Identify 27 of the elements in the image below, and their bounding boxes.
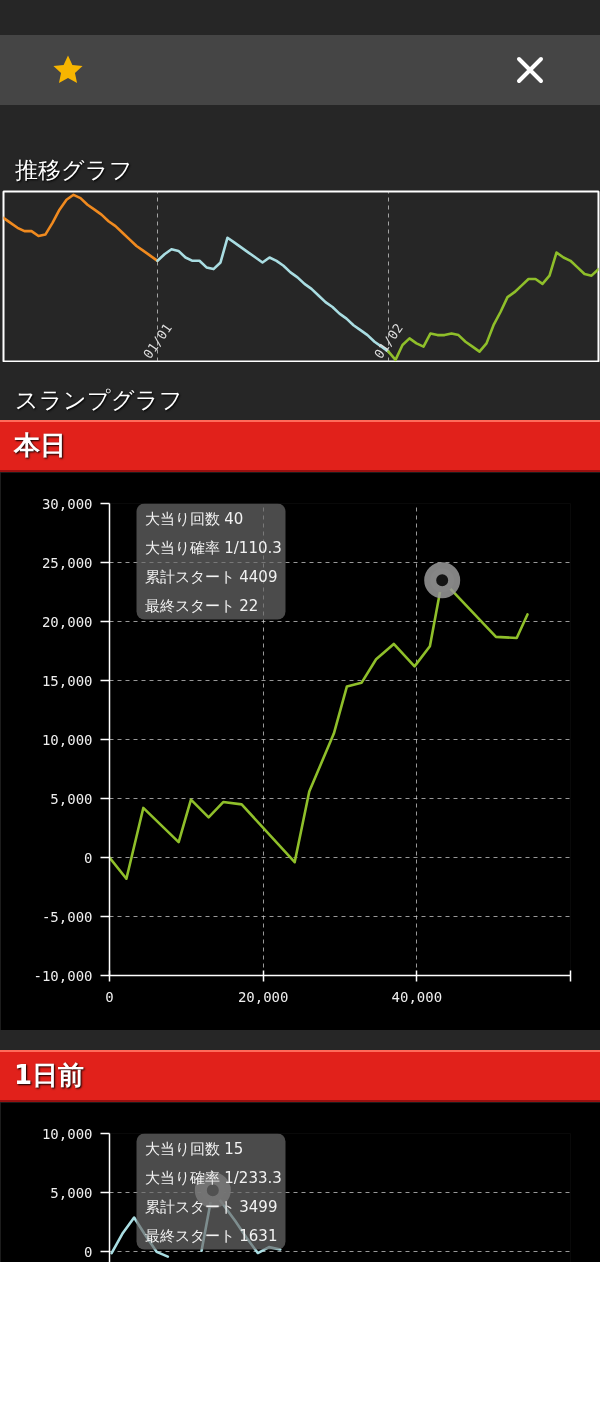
chart-title: スランプグラフ [14,386,184,416]
y-tick-label: 15,000 [41,672,93,689]
y-tick-label: 10,000 [41,731,93,748]
x-tick-label: 40,000 [391,988,443,1005]
annotation: 最終スタート 22 [144,596,259,615]
y-tick-label: -10,000 [33,967,93,984]
y-tick-label: 20,000 [41,613,93,630]
y-tick-label: 5,000 [50,790,93,807]
y-tick-label: -5,000 [41,908,93,925]
chart-title: 推移グラフ [14,156,134,186]
chart-subtitle: 本日 [0,420,600,472]
annotation: 累計スタート 4409 [144,567,278,586]
annotation: 大当り確率 1/233.3 [144,1168,282,1187]
annotation: 大当り回数 40 [144,509,244,528]
y-tick-label: 0 [84,1243,93,1260]
y-tick-label: 30,000 [41,495,93,512]
x-tick-label: 20,000 [237,988,289,1005]
y-tick-label: 0 [84,849,93,866]
y-tick-label: 5,000 [50,1184,93,1201]
annotation: 大当り確率 1/110.3 [144,538,282,557]
annotation: 累計スタート 3499 [144,1197,278,1216]
y-tick-label: 25,000 [41,554,93,571]
y-tick-label: 10,000 [41,1125,93,1142]
chart-title: 1日前 [0,1050,600,1102]
annotation: 最終スタート 1631 [144,1226,278,1245]
annotation: 大当り回数 15 [144,1139,244,1158]
x-tick-label: 0 [105,988,114,1005]
